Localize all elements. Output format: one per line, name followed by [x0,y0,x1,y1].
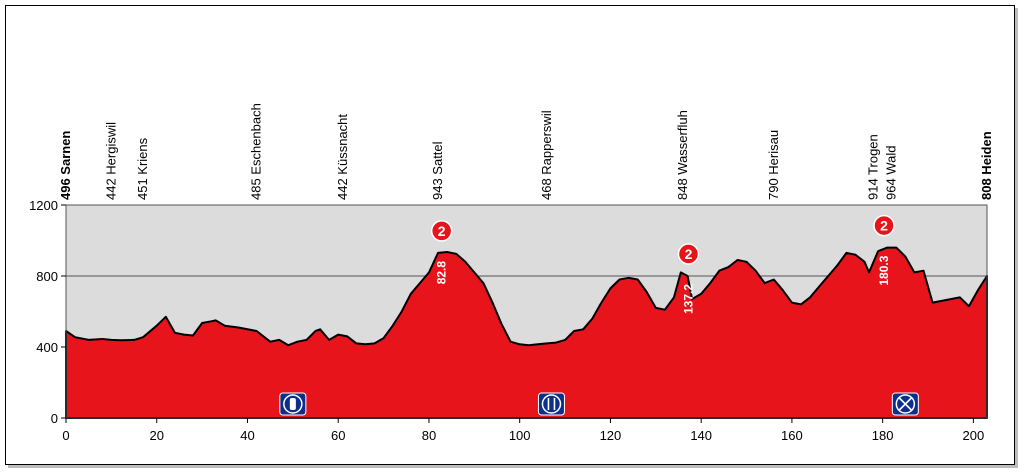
x-tick-label-160: 160 [781,428,803,443]
crossed-circle-icon [891,392,919,416]
y-tick-label-1200: 1200 [29,198,58,213]
location-label-6: 468 Rapperswil [539,110,554,200]
climb-km-label-1: 137.2 [681,284,695,314]
climb-category-1: 2 [685,246,693,262]
y-tick-label-400: 400 [36,340,58,355]
location-label-4: 442 Küssnacht [335,114,350,200]
x-tick-label-140: 140 [690,428,712,443]
location-label-2: 451 Kriens [135,137,150,200]
location-label-8: 790 Herisau [766,130,781,200]
climb-category-2: 2 [880,218,888,234]
x-tick-label-180: 180 [872,428,894,443]
x-tick-label-80: 80 [422,428,436,443]
x-tick-label-60: 60 [331,428,345,443]
climb-category-badge-2 [873,214,895,237]
y-tick-label-0: 0 [51,411,58,426]
climb-category-badge-1 [677,243,700,265]
fork-knife-icon [537,392,565,416]
climb-markers: 2 82.8 2 137.2 2 180.3 [430,214,895,314]
location-label-0: 496 Sarnen [58,131,73,200]
fork-knife-icon-ring [541,394,562,414]
location-label-3: 485 Eschenbach [249,103,264,200]
service-markers [279,392,919,416]
y-tick-label-800: 800 [36,269,58,284]
x-tick-label-120: 120 [600,428,622,443]
crossed-circle-icon-ring [895,394,916,414]
bottle-shape [289,398,296,410]
cross-line-b [898,397,912,411]
climb-category-0: 2 [438,223,446,239]
climb-km-label-0: 82.8 [435,261,449,285]
x-axis: 0 20 40 60 80 100 120 140 160 180 200 [62,418,984,443]
y-axis: 0 400 800 1200 [29,198,66,426]
climb-category-badge-0 [430,220,453,242]
climb-km-label-2: 180.3 [877,255,891,285]
location-label-10: 964 Wald [884,146,899,200]
x-tick-label-100: 100 [509,428,531,443]
x-tick-label-40: 40 [240,428,254,443]
location-label-1: 442 Hergiswil [103,122,118,200]
x-tick-label-0: 0 [62,428,69,443]
plot-border [65,204,988,419]
bottle-icon-ring [283,394,303,414]
location-label-11: 808 Heiden [979,131,994,200]
x-tick-label-200: 200 [963,428,985,443]
location-label-5: 943 Sattel [430,141,445,200]
location-labels: 496 Sarnen 442 Hergiswil 451 Kriens 485 Esc… [58,103,994,200]
bottle-icon [279,392,307,416]
location-label-9: 914 Trogen [866,134,881,200]
elevation-area [65,246,988,419]
location-label-7: 848 Wasserfluh [675,110,690,200]
x-tick-label-20: 20 [150,428,164,443]
